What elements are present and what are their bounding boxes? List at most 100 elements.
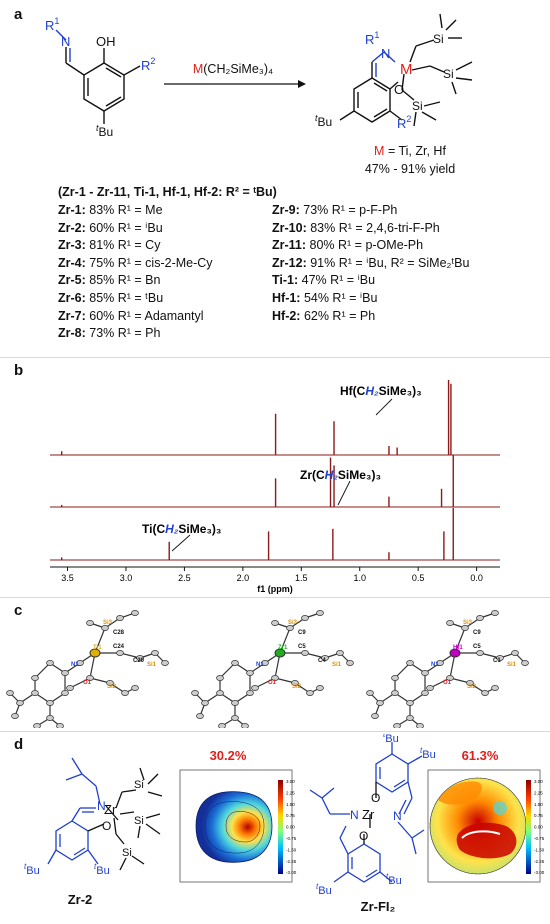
ortep-atom (366, 690, 374, 696)
ortep-atom (16, 700, 24, 706)
ortep-atom (426, 685, 434, 691)
x-tick-label: 3.0 (120, 573, 133, 583)
compound-id: Zr-7: (58, 308, 86, 323)
compound-yield: 60% R¹ = Adamantyl (85, 308, 204, 323)
ortep-atom-label: C9 (298, 630, 306, 636)
panel-d-label: d (14, 736, 24, 753)
ortep-atom (376, 700, 384, 706)
si-atom-3: Si (412, 99, 423, 113)
compound-yield: 81% R¹ = Cy (85, 238, 161, 253)
colorbar-tick: 3.00 (534, 779, 543, 784)
zr2-tbu-2: tBu (94, 862, 110, 877)
compound-entry: Hf-1: 54% R¹ = ⁱBu (272, 290, 377, 308)
colorbar-tick: 0.75 (286, 813, 295, 818)
fi2-tbu-1: tBu (383, 734, 399, 745)
ortep-atom-label: N1 (71, 662, 79, 668)
oh-atom: OH (96, 34, 116, 49)
compound-yield: 54% R¹ = ⁱBu (300, 291, 378, 305)
ortep-atom (481, 690, 489, 696)
ortep-atom (116, 650, 124, 656)
ortep-bond (219, 662, 236, 679)
zr2-n-atom: N (97, 799, 106, 813)
ortep-atom (371, 713, 379, 719)
compound-id: Zr-10: (272, 220, 307, 235)
ortep-atom (161, 660, 169, 666)
compound-id: Zr-12: (272, 255, 307, 270)
ortep-atom (46, 715, 54, 721)
ortep-atom-label: Si2 (292, 684, 302, 690)
compound-yield: 83% R¹ = Me (85, 203, 163, 217)
x-tick-label: 1.0 (353, 573, 366, 583)
compound-entry: Zr-2: 60% R¹ = ⁱBu (58, 220, 163, 238)
r2-product: R2 (397, 114, 411, 131)
fi2-o-atom-2: O (359, 829, 368, 843)
ortep-atom (466, 680, 474, 686)
ortep-atom-label: C20 (133, 658, 145, 664)
ortep-atom-label: C1 (493, 658, 501, 664)
ortep-atom (33, 723, 41, 728)
ortep-atom (301, 650, 309, 656)
compound-entry: Zr-6: 85% R¹ = ᵗBu (58, 290, 163, 308)
panel-c-label: c (14, 602, 23, 619)
zr2-si-3: Si (122, 847, 132, 859)
ortep-atom-label: Si1 (507, 662, 517, 668)
x-tick-label: 0.0 (470, 573, 483, 583)
compound-id: Ti-1: (272, 273, 299, 288)
ortep-atom (321, 655, 329, 661)
o-atom-product: O (394, 82, 404, 97)
ortep-atom (261, 660, 269, 666)
ortep-metal-label: Hf1 (453, 645, 463, 651)
colorbar-tick: -0.75 (534, 836, 545, 841)
zr-fi2-buried-volume: 61.3% (462, 748, 499, 763)
ortep-atom-label: Si3 (103, 620, 113, 626)
zr2-buried-volume: 30.2% (210, 748, 247, 763)
ortep-atom (511, 650, 519, 656)
panel-b-label: b (14, 362, 24, 379)
panel-a-label: a (14, 6, 23, 23)
si-atom-2: Si (443, 67, 454, 81)
r1-reactant: R1 (45, 16, 59, 33)
spectrum-label: Ti(CH₂SiMe₃)₃ (142, 522, 221, 536)
zr2-tbu-1: tBu (24, 862, 40, 877)
spectrum-label: Hf(CH₂SiMe₃)₃ (340, 384, 422, 398)
spectrum-label: Zr(CH₂SiMe₃)₃ (300, 468, 381, 482)
tbu-reactant: tBu (96, 123, 113, 139)
ortep-atom-label: Si1 (147, 662, 157, 668)
fi2-o-atom-1: O (371, 791, 380, 805)
ortep-bond (394, 662, 411, 679)
ortep-atom (231, 715, 239, 721)
ortep-atom (406, 660, 414, 666)
r2-reactant: R2 (141, 56, 155, 73)
ortep-atom (336, 650, 344, 656)
compound-entry: Zr-8: 73% R¹ = Ph (58, 325, 160, 343)
ortep-atom (116, 615, 124, 621)
fi2-tbu-3: tBu (316, 882, 332, 897)
metal-center: M (400, 61, 413, 78)
compound-yield: 47% R¹ = ⁱBu (298, 273, 376, 288)
compound-id: Hf-1: (272, 291, 301, 305)
compound-entry: Ti-1: 47% R¹ = ⁱBu (272, 272, 375, 290)
compound-id: Zr-3: (58, 238, 86, 253)
ortep-atom-label: N1 (431, 662, 439, 668)
reagent-label: M(CH₂SiMe₃)₄ (193, 62, 273, 76)
nmr-spectra: Hf(CH₂SiMe₃)₃ Zr(CH₂SiMe₃)₃ Ti(CH₂SiMe₃)₃ 3… (50, 380, 500, 594)
colorbar-tick: -2.25 (534, 859, 545, 864)
n-atom-reactant: N (61, 34, 70, 49)
colorbar-tick: 1.50 (286, 802, 295, 807)
ortep-atom (31, 690, 39, 696)
x-tick-label: 0.5 (412, 573, 425, 583)
ortep-atom (201, 700, 209, 706)
ortep-atom (136, 655, 144, 661)
colorbar-tick: -1.50 (286, 847, 297, 852)
ortep-atom (271, 620, 279, 626)
ortep-atom (86, 675, 94, 681)
ortep-atom-label: Si2 (107, 684, 117, 690)
zr2-si-2: Si (134, 815, 144, 827)
ortep-atom (61, 670, 69, 676)
ortep-metal (449, 648, 461, 658)
ortep-atom (491, 685, 499, 691)
tbu-product: tBu (315, 113, 332, 129)
ortep-atom (151, 650, 159, 656)
ortep-atom-label: C24 (113, 644, 125, 650)
